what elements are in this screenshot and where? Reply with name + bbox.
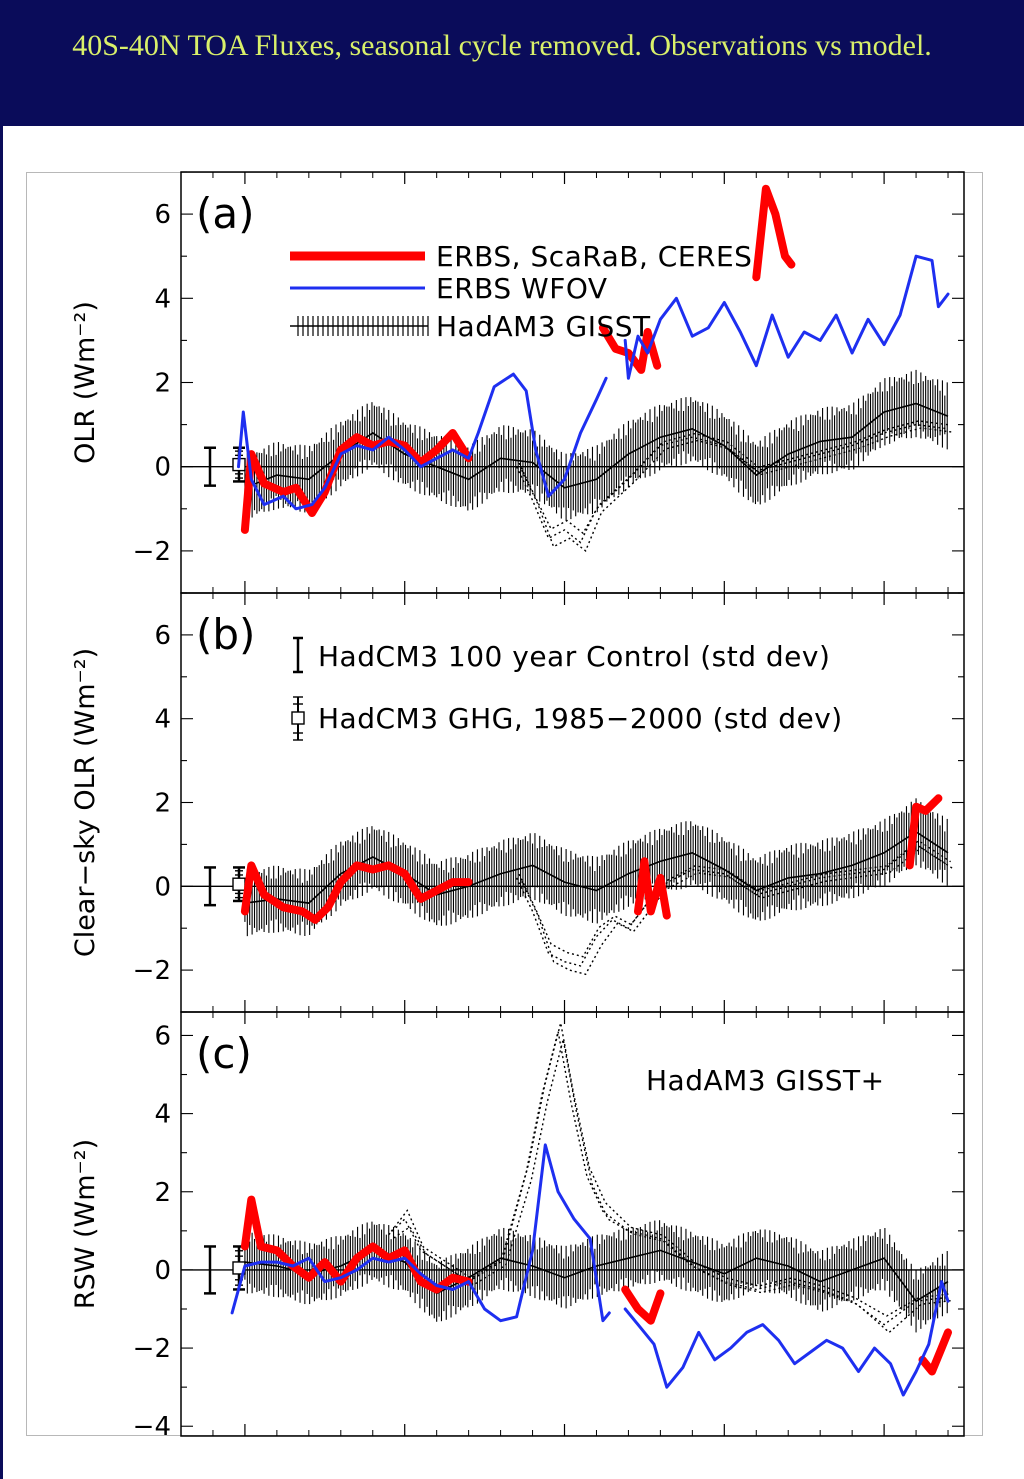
panel-label: (b)	[196, 610, 255, 659]
y-tick-label: −4	[133, 1412, 171, 1442]
series-segment	[905, 794, 943, 870]
y-axis-label: OLR (Wm⁻²)	[70, 301, 101, 464]
series-segment	[230, 1143, 611, 1323]
y-tick-label: 4	[154, 1100, 171, 1130]
erbs-wfov-line	[237, 254, 950, 511]
y-tick-label: 4	[154, 284, 171, 314]
legend-label: ERBS WFOV	[436, 272, 608, 305]
y-tick-label: −2	[133, 537, 171, 567]
series-segment	[240, 861, 473, 924]
series-segment	[918, 1328, 952, 1376]
series-segment	[623, 1280, 950, 1397]
panel-b: −2 0 2 4 6 Clear−sky OLR (Wm⁻²) (b) HadCM3 100 …	[70, 592, 965, 1013]
legend-errorbar-box	[291, 711, 305, 725]
y-tick-label: 2	[154, 1178, 171, 1208]
model-mean-line	[244, 830, 949, 904]
series-segment	[752, 184, 796, 282]
left-accent-stripe	[0, 126, 3, 1479]
clear-sky-obs-line	[240, 794, 943, 924]
y-axis-label: RSW (Wm⁻²)	[70, 1139, 101, 1309]
panel-c: −4 −2 0 2 4 6 RSW (Wm⁻²) (c) HadAM3 GISST+	[70, 1011, 965, 1442]
plot-area-border	[180, 1011, 965, 1437]
errorbar-box	[232, 877, 246, 891]
legend-label: HadCM3 100 year Control (std dev)	[318, 640, 830, 673]
series-segment	[240, 1195, 473, 1294]
y-tick-label: 2	[154, 789, 171, 819]
control-errorbar	[204, 866, 216, 907]
dotted-line	[515, 423, 949, 544]
legend-label: HadAM3 GISST	[436, 310, 651, 343]
series-segment	[621, 1285, 665, 1325]
dotted-line	[390, 1022, 951, 1317]
legend-label: HadCM3 GHG, 1985−2000 (std dev)	[318, 702, 843, 735]
ghg-errorbar	[232, 866, 246, 903]
y-tick-label: 0	[154, 872, 171, 902]
y-axis-label: Clear−sky OLR (Wm⁻²)	[70, 648, 101, 957]
y-tick-label: 6	[154, 621, 171, 651]
erbs-scarab-ceres-line	[240, 184, 796, 534]
series-segment	[598, 323, 662, 374]
gisst-plus-annotation: HadAM3 GISST+	[646, 1064, 885, 1097]
dotted-series	[388, 1022, 954, 1334]
y-tick-label: 0	[154, 1256, 171, 1286]
y-tick-label: 6	[154, 200, 171, 230]
series-segment	[240, 429, 473, 534]
dotted-line	[521, 846, 954, 976]
dotted-line	[518, 420, 951, 535]
rsw-wfov-line	[230, 1143, 950, 1397]
dotted-line	[518, 839, 951, 958]
dotted-line	[393, 1039, 954, 1334]
dotted-line	[521, 427, 954, 553]
legend-label: ERBS, ScaRaB, CERES	[436, 240, 752, 273]
rsw-obs-line	[240, 1195, 952, 1376]
panel-label: (c)	[196, 1029, 252, 1078]
panel-label: (a)	[196, 189, 255, 238]
series-segment	[634, 857, 671, 920]
y-tick-label: −2	[133, 956, 171, 986]
title-bar	[0, 0, 1024, 126]
y-tick-label: 6	[154, 1021, 171, 1051]
legend-b: HadCM3 100 year Control (std dev) HadCM3 …	[291, 636, 843, 741]
y-tick-label: −2	[133, 1334, 171, 1364]
dotted-series	[515, 420, 954, 553]
dotted-series	[515, 839, 954, 976]
plot-area-border	[180, 171, 965, 594]
y-tick-label: 4	[154, 705, 171, 735]
panel-a: −2 0 2 4 6 OLR (Wm⁻²) (a) ERBS, ScaRaB, CERESER…	[70, 171, 965, 594]
series-segment	[623, 254, 950, 380]
y-tick-label: 0	[154, 453, 171, 483]
control-errorbar	[204, 446, 216, 487]
series-segment	[237, 372, 608, 511]
y-tick-label: 2	[154, 369, 171, 399]
control-errorbar	[204, 1245, 216, 1295]
dotted-line	[515, 843, 949, 967]
slide-title: 40S-40N TOA Fluxes, seasonal cycle remov…	[72, 29, 932, 62]
